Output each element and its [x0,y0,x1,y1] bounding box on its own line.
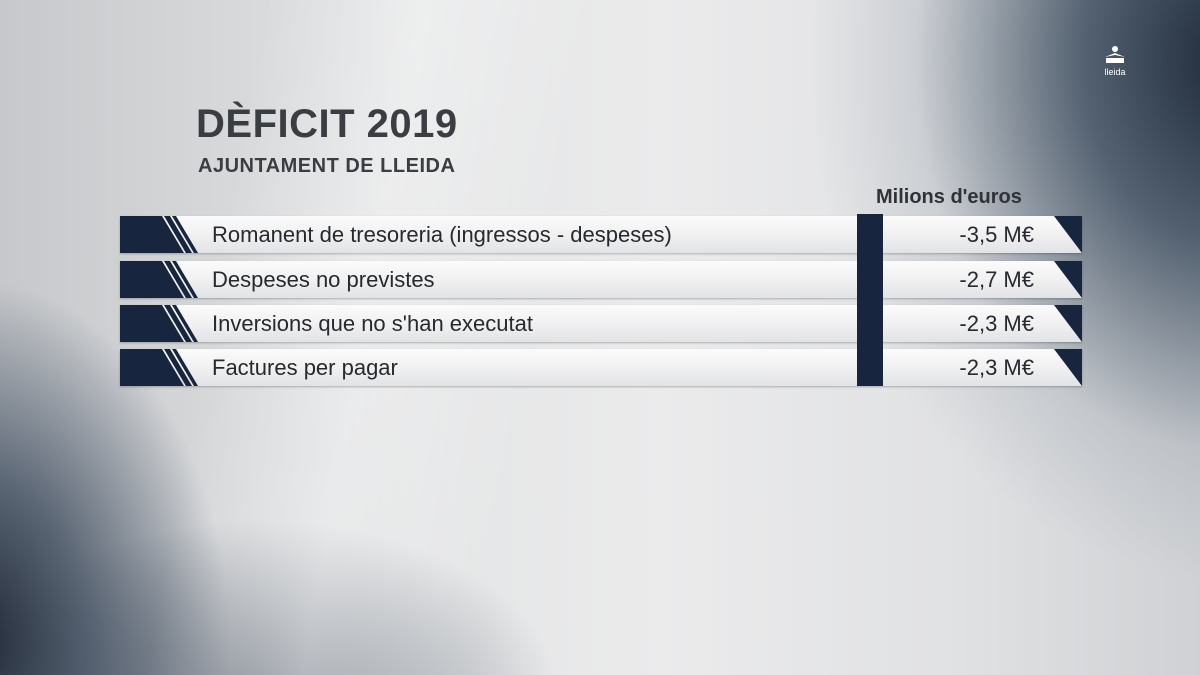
row-value: -2,3 M€ [959,355,1034,380]
graphic-title: DÈFICIT 2019 [196,102,458,146]
row-label: Despeses no previstes [212,267,435,292]
row-value: -2,3 M€ [959,311,1034,336]
row-label: Factures per pagar [212,355,398,380]
row-label: Romanent de tresoreria (ingressos - desp… [212,222,672,247]
row-label: Inversions que no s'han executat [212,311,533,336]
unit-header: Milions d'euros [876,186,1022,208]
row-value: -3,5 M€ [959,222,1034,247]
row-corner-icon [1054,305,1082,342]
row-stripe-icon [120,349,198,386]
graphic-subtitle: AJUNTAMENT DE LLEIDA [198,155,456,177]
row-stripe-icon [120,261,198,298]
broadcaster-logo-text: lleida [1104,67,1126,77]
deficit-row: Inversions que no s'han executat -2,3 M€ [120,305,1082,342]
value-column-divider [857,214,883,386]
deficit-row: Despeses no previstes -2,7 M€ [120,261,1082,298]
row-stripe-icon [120,216,198,253]
deficit-row: Romanent de tresoreria (ingressos - desp… [120,216,1082,253]
row-value: -2,7 M€ [959,267,1034,292]
row-corner-icon [1054,216,1082,253]
broadcaster-logo: lleida [1094,45,1136,79]
row-stripe-icon [120,305,198,342]
row-corner-icon [1054,349,1082,386]
deficit-row: Factures per pagar -2,3 M€ [120,349,1082,386]
broadcaster-logo-icon [1105,46,1125,63]
row-corner-icon [1054,261,1082,298]
